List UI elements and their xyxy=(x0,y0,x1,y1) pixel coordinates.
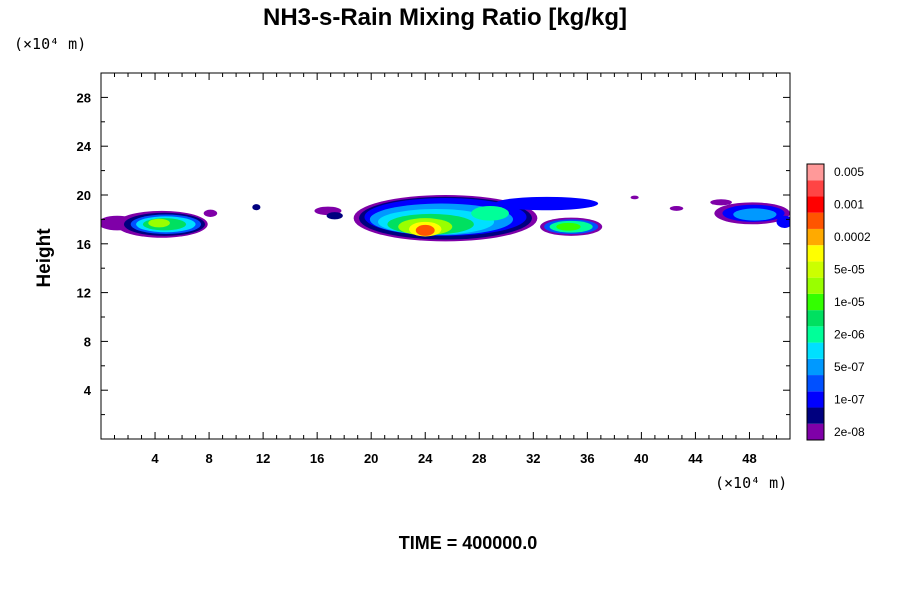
colorbar: 2e-08 1e-07 5e-07 2e-06 1e-05 5e-05 0.0002 0.00… xyxy=(806,163,871,441)
mixing-ratio-feature-21 xyxy=(495,196,599,211)
colorbar-swatch xyxy=(807,212,824,229)
x-tick-label: 24 xyxy=(418,451,433,466)
y-ticks: 4 8 12 16 20 24 28 xyxy=(77,90,790,416)
y-tick-label: 16 xyxy=(77,237,91,252)
y-unit-label: (×10⁴ m) xyxy=(14,35,86,53)
y-tick-label: 20 xyxy=(77,188,91,203)
colorbar-swatch xyxy=(807,180,824,197)
y-axis-label: Height xyxy=(34,228,55,288)
x-tick-label: 4 xyxy=(151,451,159,466)
colorbar-swatch xyxy=(807,293,824,311)
colorbar-swatch xyxy=(807,423,824,440)
colorbar-label: 0.001 xyxy=(834,198,864,212)
colorbar-swatch xyxy=(807,261,824,278)
mixing-ratio-feature-28 xyxy=(710,199,732,206)
x-ticks: 4 8 12 16 20 24 28 32 36 40 44 48 xyxy=(114,73,777,466)
y-tick-label: 4 xyxy=(84,383,92,398)
colorbar-swatch xyxy=(807,310,824,327)
colorbar-label: 0.0002 xyxy=(834,230,871,244)
mixing-ratio-feature-6 xyxy=(148,218,170,228)
x-tick-label: 32 xyxy=(526,451,540,466)
mixing-ratio-feature-32 xyxy=(776,215,790,228)
plot-area xyxy=(101,195,790,242)
colorbar-label: 5e-05 xyxy=(834,263,865,277)
x-tick-label: 12 xyxy=(256,451,270,466)
colorbar-label: 1e-07 xyxy=(834,392,865,406)
x-tick-label: 40 xyxy=(634,451,648,466)
mixing-ratio-feature-27 xyxy=(669,205,684,211)
colorbar-label: 2e-08 xyxy=(834,425,865,439)
colorbar-swatch xyxy=(807,342,824,359)
colorbar-swatch xyxy=(807,164,824,181)
colorbar-swatch xyxy=(807,277,824,294)
mixing-ratio-feature-31 xyxy=(733,208,777,221)
colorbar-swatch xyxy=(807,375,824,392)
mixing-ratio-feature-25 xyxy=(556,222,581,231)
mixing-ratio-feature-7 xyxy=(203,209,218,217)
x-tick-label: 44 xyxy=(688,451,703,466)
y-tick-label: 28 xyxy=(77,90,91,105)
colorbar-swatch xyxy=(807,326,824,343)
colorbar-label: 0.005 xyxy=(834,165,864,179)
mixing-ratio-feature-8 xyxy=(252,204,261,211)
mixing-ratio-feature-20 xyxy=(471,205,509,221)
x-tick-label: 8 xyxy=(205,451,212,466)
y-tick-label: 24 xyxy=(77,139,92,154)
plot-frame xyxy=(100,72,791,440)
colorbar-label: 5e-07 xyxy=(834,360,865,374)
mixing-ratio-feature-26 xyxy=(630,195,639,200)
colorbar-frame xyxy=(806,163,825,441)
colorbar-swatch xyxy=(807,245,824,262)
colorbar-swatch xyxy=(807,358,824,376)
colorbar-swatch xyxy=(807,407,824,424)
colorbar-label: 2e-06 xyxy=(834,327,865,341)
x-tick-label: 36 xyxy=(580,451,594,466)
time-label: TIME = 400000.0 xyxy=(399,533,538,553)
x-tick-label: 48 xyxy=(742,451,756,466)
colorbar-swatch xyxy=(807,196,824,213)
colorbar-swatch xyxy=(807,391,824,408)
y-tick-label: 12 xyxy=(77,286,91,301)
chart-title: NH3-s-Rain Mixing Ratio [kg/kg] xyxy=(263,4,627,31)
x-tick-label: 28 xyxy=(472,451,486,466)
x-unit-label: (×10⁴ m) xyxy=(715,474,787,492)
x-tick-label: 20 xyxy=(364,451,378,466)
colorbar-swatch xyxy=(807,228,824,246)
colorbar-label: 1e-05 xyxy=(834,295,865,309)
x-tick-label: 16 xyxy=(310,451,324,466)
y-tick-label: 8 xyxy=(84,334,91,349)
mixing-ratio-feature-19 xyxy=(415,224,435,236)
mixing-ratio-feature-10 xyxy=(326,212,343,220)
